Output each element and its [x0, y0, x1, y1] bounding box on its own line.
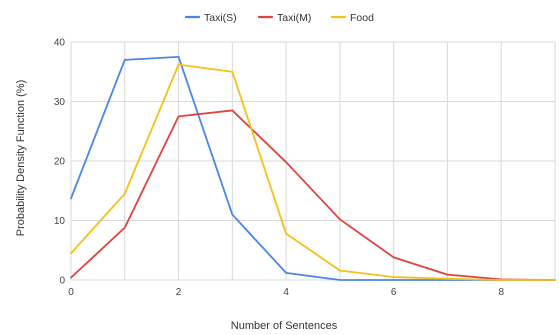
x-axis-label: Number of Sentences — [231, 320, 338, 332]
legend-item: Taxi(M) — [257, 12, 311, 24]
y-tick-label: 10 — [54, 216, 66, 227]
x-tick-label: 8 — [498, 287, 504, 298]
legend-label: Taxi(M) — [277, 12, 311, 24]
legend: Taxi(S) Taxi(M) Food — [184, 12, 374, 24]
series-line-taxi-s — [70, 55, 556, 281]
y-tick-label: 40 — [54, 38, 66, 49]
y-tick-label: 30 — [54, 97, 66, 108]
x-tick-label: 6 — [391, 287, 397, 298]
legend-label: Food — [350, 12, 374, 24]
legend-item: Taxi(S) — [184, 12, 237, 24]
legend-item: Food — [330, 12, 374, 24]
y-axis-label: Probability Density Function (%) — [15, 80, 27, 237]
y-axis-ticks: 0 10 20 30 40 — [54, 38, 66, 287]
horizontal-gridlines — [71, 41, 555, 281]
y-tick-label: 20 — [54, 157, 66, 168]
series-line-food — [70, 63, 556, 281]
series-lines — [70, 55, 556, 281]
x-axis-ticks: 0 2 4 6 8 — [68, 287, 504, 298]
series-line-taxi-m — [70, 109, 556, 281]
x-tick-label: 4 — [283, 287, 289, 298]
x-tick-label: 0 — [68, 287, 74, 298]
legend-label: Taxi(S) — [204, 12, 237, 24]
x-tick-label: 2 — [176, 287, 182, 298]
y-tick-label: 0 — [59, 276, 65, 287]
